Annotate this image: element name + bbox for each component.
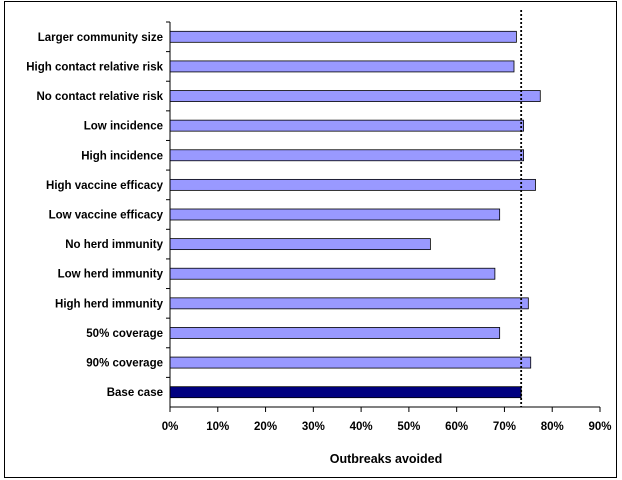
bar-9 <box>169 297 529 310</box>
bar-0 <box>169 30 517 43</box>
bar-7 <box>169 238 431 251</box>
category-label-4: High incidence <box>81 150 163 162</box>
bar-3 <box>169 119 524 132</box>
bar-1 <box>169 60 515 73</box>
x-tick-label-5: 50% <box>397 421 420 433</box>
labels-layer: Larger community size High contact relati… <box>26 32 611 433</box>
category-label-11: 90% coverage <box>86 358 163 370</box>
category-label-1: High contact relative risk <box>26 61 163 73</box>
bar-8 <box>169 267 496 280</box>
bar-2 <box>169 90 541 102</box>
category-label-6: Low vaccine efficacy <box>49 210 164 222</box>
x-tick-label-7: 70% <box>493 421 516 433</box>
category-label-5: High vaccine efficacy <box>46 180 164 192</box>
bar-10 <box>169 327 501 339</box>
category-label-9: High herd immunity <box>55 298 164 310</box>
category-label-8: Low herd immunity <box>58 269 164 281</box>
bar-12 <box>169 386 522 399</box>
x-tick-label-4: 40% <box>350 421 373 433</box>
x-tick-label-1: 10% <box>206 421 229 433</box>
category-label-0: Larger community size <box>38 32 163 44</box>
axes-layer <box>166 10 601 412</box>
bars-layer <box>169 30 541 399</box>
category-label-3: Low incidence <box>84 121 163 133</box>
bar-4 <box>169 149 524 162</box>
bar-5 <box>169 178 536 191</box>
x-tick-label-8: 80% <box>541 421 564 433</box>
category-label-7: No herd immunity <box>65 239 163 251</box>
x-tick-label-6: 60% <box>445 421 468 433</box>
x-tick-label-2: 20% <box>254 421 277 433</box>
x-tick-label-9: 90% <box>588 421 611 433</box>
category-label-10: 50% coverage <box>86 328 163 340</box>
x-tick-label-3: 30% <box>302 421 325 433</box>
category-label-2: No contact relative risk <box>36 91 163 103</box>
x-tick-label-0: 0% <box>162 421 179 433</box>
x-axis-title: Outbreaks avoided <box>330 452 443 466</box>
category-label-12: Base case <box>107 387 163 399</box>
bar-11 <box>169 356 532 369</box>
bar-6 <box>169 208 501 221</box>
